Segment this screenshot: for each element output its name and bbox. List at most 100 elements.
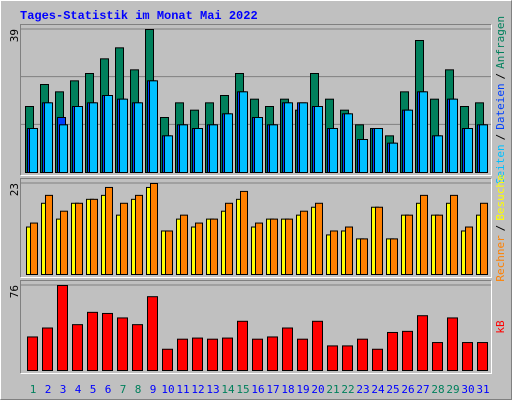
- bar: [74, 106, 83, 173]
- x-tick-label: 9: [150, 383, 157, 396]
- x-tick-label: 8: [135, 383, 142, 396]
- legend-entry: Dateien: [494, 83, 507, 129]
- panel-border-dark: [20, 24, 492, 176]
- bar: [255, 222, 263, 275]
- bar: [404, 109, 413, 173]
- x-tick-label: 3: [60, 383, 67, 396]
- x-tick-label: 12: [191, 383, 204, 396]
- x-tick-label: 15: [236, 383, 249, 396]
- bar: [329, 128, 338, 173]
- bar: [102, 312, 113, 372]
- legend-entry: Anfragen: [494, 16, 507, 69]
- bar: [299, 102, 308, 173]
- x-tick-label: 4: [75, 383, 82, 396]
- bar: [387, 331, 398, 372]
- legend: Rechner / Besuche: [494, 174, 507, 281]
- bar: [59, 124, 68, 174]
- x-tick-label: 14: [221, 383, 235, 396]
- bar: [120, 202, 128, 275]
- bar: [270, 218, 278, 275]
- x-tick-label: 2: [45, 383, 52, 396]
- bar: [89, 102, 98, 173]
- bar: [297, 338, 308, 371]
- x-tick-label: 1: [30, 383, 37, 396]
- legend-separator: /: [494, 73, 507, 80]
- x-tick-label: 10: [161, 383, 174, 396]
- bar: [179, 124, 188, 174]
- bar: [390, 238, 398, 276]
- bar: [374, 128, 383, 173]
- bar: [477, 342, 488, 371]
- bar: [420, 194, 428, 275]
- bar: [134, 102, 143, 173]
- bar: [149, 80, 158, 173]
- bar: [282, 327, 293, 371]
- bar: [180, 214, 188, 275]
- bar: [29, 128, 38, 173]
- x-tick-label: 5: [90, 383, 97, 396]
- bar: [57, 285, 68, 371]
- legend: Seiten / Dateien / Anfragen: [494, 16, 507, 184]
- panel-border-dark: [20, 178, 492, 278]
- x-tick-label: 20: [311, 383, 324, 396]
- bar: [419, 91, 428, 173]
- bar: [434, 135, 443, 173]
- x-tick-label: 17: [266, 383, 279, 396]
- bar: [177, 338, 188, 371]
- bar: [372, 348, 383, 371]
- x-tick-label: 26: [401, 383, 414, 396]
- bar: [192, 337, 203, 372]
- bar: [42, 327, 53, 371]
- panel-border-light: [20, 280, 492, 374]
- bar: [44, 102, 53, 173]
- bar: [104, 95, 113, 173]
- bar: [237, 320, 248, 371]
- bar: [90, 198, 98, 275]
- x-tick-label: 6: [105, 383, 112, 396]
- bar: [359, 139, 368, 173]
- x-tick-label: 22: [341, 383, 354, 396]
- legend-separator: /: [494, 134, 507, 141]
- bar: [254, 117, 263, 173]
- bar: [449, 98, 458, 173]
- bar: [464, 128, 473, 173]
- bar: [207, 338, 218, 371]
- chart-title: Tages-Statistik im Monat Mai 2022: [20, 9, 258, 23]
- legend-entry: Besuche: [494, 174, 507, 220]
- bar: [417, 315, 428, 371]
- y-tick-label: 39: [8, 29, 21, 42]
- x-tick-label: 11: [176, 383, 189, 396]
- bar: [72, 324, 83, 372]
- bar: [360, 238, 368, 276]
- legend-entry: kB: [494, 320, 507, 334]
- bar: [462, 342, 473, 371]
- bar: [465, 226, 473, 276]
- bar: [344, 113, 353, 174]
- bar: [27, 336, 38, 371]
- x-tick-label: 28: [431, 383, 444, 396]
- bar: [162, 348, 173, 371]
- x-tick-label: 16: [251, 383, 264, 396]
- bar: [224, 113, 233, 174]
- bar: [239, 91, 248, 173]
- bar: [222, 337, 233, 372]
- bar: [402, 330, 413, 371]
- x-tick-label: 25: [386, 383, 399, 396]
- bar: [405, 214, 413, 275]
- legend-entry: Rechner: [494, 235, 507, 282]
- bar: [164, 135, 173, 173]
- x-tick-label: 27: [416, 383, 429, 396]
- bar: [315, 202, 323, 275]
- bar: [135, 194, 143, 275]
- panel-border-light: [20, 24, 492, 176]
- legend-entry: Seiten: [494, 144, 507, 184]
- bar: [267, 336, 278, 371]
- x-tick-label: 29: [446, 383, 459, 396]
- bar: [105, 186, 113, 276]
- bar: [327, 345, 338, 372]
- bar: [375, 206, 383, 276]
- bar: [150, 183, 158, 275]
- bar: [432, 342, 443, 371]
- panel-border-light: [20, 178, 492, 278]
